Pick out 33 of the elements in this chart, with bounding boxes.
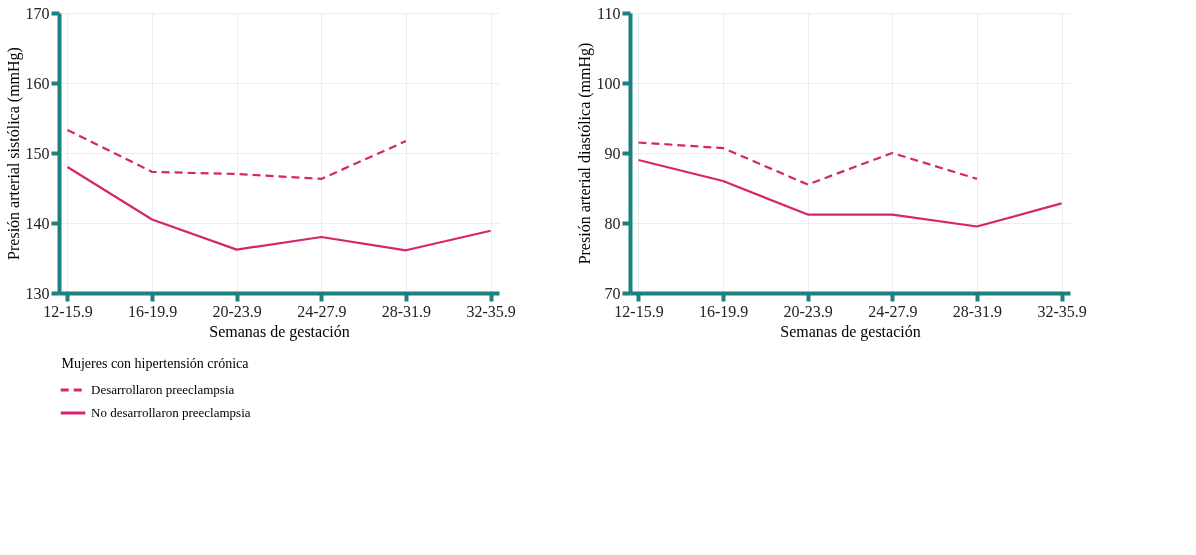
y-tick-label: 90: [604, 144, 621, 162]
x-tick-label: 12-15.9: [614, 302, 664, 320]
x-tick-label: 32-35.9: [1037, 302, 1087, 320]
y-tick-label: 150: [25, 144, 50, 162]
legend-label: Desarrollaron preeclampsia: [91, 382, 235, 397]
y-tick-label: 70: [604, 284, 621, 302]
x-tick-label: 28-31.9: [381, 302, 432, 320]
y-tick-label: 160: [25, 74, 50, 92]
y-tick-label: 110: [597, 4, 621, 22]
legend-label: No desarrollaron preeclampsia: [91, 405, 251, 420]
x-tick-label: 20-23.9: [783, 302, 833, 320]
legend-title: Mujeres con hipertensión crónica: [61, 356, 250, 371]
y-axis-title: Presión arterial sistólica (mmHg): [4, 47, 23, 260]
x-tick-label: 24-27.9: [868, 302, 918, 320]
y-tick-label: 80: [604, 214, 621, 232]
y-axis-title: Presión arterial diastólica (mmHg): [575, 42, 594, 265]
x-tick-label: 28-31.9: [952, 302, 1003, 320]
line-series: [66, 165, 492, 252]
x-axis-title: Semanas de gestación: [780, 322, 921, 341]
x-tick-label: 20-23.9: [212, 302, 262, 320]
line-series: [66, 128, 408, 180]
line-series: [637, 141, 979, 186]
y-tick-label: 170: [25, 4, 50, 22]
x-tick-label: 16-19.9: [127, 302, 178, 320]
x-tick-label: 12-15.9: [43, 302, 93, 320]
y-tick-label: 140: [25, 214, 50, 232]
y-tick-label: 100: [596, 74, 621, 92]
y-tick-label: 130: [25, 284, 50, 302]
x-tick-label: 24-27.9: [297, 302, 347, 320]
x-tick-label: 32-35.9: [466, 302, 516, 320]
x-axis-title: Semanas de gestación: [209, 322, 350, 341]
x-tick-label: 16-19.9: [698, 302, 749, 320]
line-series: [637, 158, 1063, 228]
